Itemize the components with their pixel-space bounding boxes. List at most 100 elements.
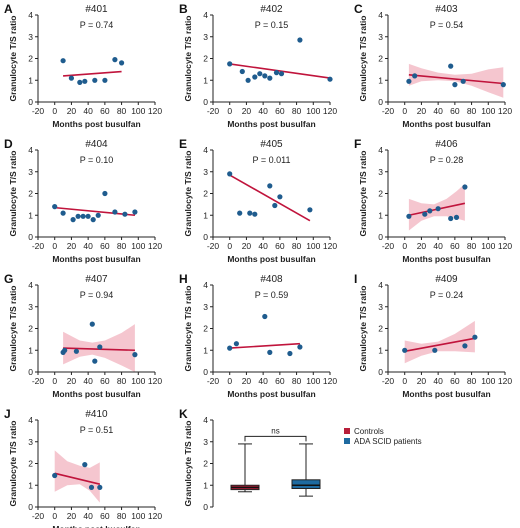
y-tick-label: 1 [378, 345, 383, 355]
p-value: P = 0.24 [430, 290, 464, 300]
data-point [462, 184, 468, 190]
data-point [62, 347, 68, 353]
data-point [267, 75, 273, 81]
data-point [245, 77, 251, 83]
data-point [68, 75, 74, 81]
y-tick-label: 4 [378, 145, 383, 155]
data-point [80, 213, 86, 219]
x-tick-label: 0 [402, 376, 407, 386]
p-value: P = 0.15 [255, 20, 289, 30]
x-tick-label: 80 [117, 106, 127, 116]
x-axis-title: Months post busulfan [402, 389, 490, 399]
x-tick-label: 80 [467, 376, 477, 386]
y-tick-label: 1 [203, 345, 208, 355]
x-tick-label: 120 [498, 106, 512, 116]
x-tick-label: 20 [417, 106, 427, 116]
x-tick-label: -20 [32, 376, 45, 386]
panel-title: #401 [85, 4, 108, 15]
x-tick-label: 20 [67, 241, 77, 251]
data-point [227, 61, 233, 67]
x-tick-label: 0 [227, 241, 232, 251]
data-point [257, 71, 263, 77]
y-tick-label: 4 [203, 145, 208, 155]
x-axis-title: Months post busulfan [52, 254, 140, 264]
x-tick-label: 60 [450, 376, 460, 386]
fit-line [229, 63, 331, 79]
data-point [237, 210, 243, 216]
significance-bracket [244, 435, 307, 442]
panel-letter: F [354, 137, 361, 151]
x-tick-label: 40 [258, 376, 268, 386]
x-tick-label: 100 [306, 241, 320, 251]
data-point [112, 209, 118, 215]
panel-letter: C [354, 2, 363, 16]
data-point [73, 348, 79, 354]
x-tick-label: 80 [117, 376, 127, 386]
data-point [97, 484, 103, 490]
x-tick-label: 60 [275, 241, 285, 251]
y-tick-label: 4 [28, 10, 33, 20]
y-tick-label: 1 [203, 75, 208, 85]
y-axis-title: Granulocyte T/S ratio [8, 286, 18, 372]
panel-letter: H [179, 272, 188, 286]
x-tick-label: 60 [450, 241, 460, 251]
y-tick-label: 2 [378, 189, 383, 199]
p-value: P = 0.59 [255, 290, 289, 300]
panel-letter: A [4, 2, 13, 16]
data-point [277, 194, 283, 200]
x-tick-label: 40 [83, 241, 93, 251]
x-tick-label: 100 [306, 106, 320, 116]
data-point [252, 74, 258, 80]
x-tick-label: 100 [131, 241, 145, 251]
x-tick-label: 40 [83, 106, 93, 116]
data-point [267, 349, 273, 355]
data-point [406, 213, 412, 219]
x-tick-label: -20 [207, 241, 220, 251]
y-tick-label: 3 [378, 302, 383, 312]
data-point [92, 77, 98, 83]
y-axis-title: Granulocyte T/S ratio [183, 16, 193, 102]
y-tick-label: 2 [203, 324, 208, 334]
x-tick-label: 0 [227, 376, 232, 386]
x-tick-label: 0 [52, 241, 57, 251]
data-point [90, 217, 96, 223]
y-tick-label: 2 [378, 324, 383, 334]
data-point [85, 213, 91, 219]
x-axis-title: Months post busulfan [402, 119, 490, 129]
x-tick-label: 120 [323, 376, 337, 386]
confidence-band [404, 320, 475, 364]
x-tick-label: 20 [67, 511, 77, 521]
x-tick-label: -20 [207, 106, 220, 116]
x-tick-label: 100 [481, 106, 495, 116]
data-point [297, 37, 303, 43]
fit-line [408, 74, 504, 85]
p-value: P = 0.10 [80, 155, 114, 165]
panel-letter: I [354, 272, 357, 286]
y-axis-title: Granulocyte T/S ratio [8, 421, 18, 507]
x-tick-label: 0 [52, 376, 57, 386]
x-tick-label: 60 [100, 511, 110, 521]
y-tick-label: 3 [378, 32, 383, 42]
data-point [273, 70, 280, 76]
confidence-band [54, 450, 100, 503]
x-tick-label: -20 [32, 106, 45, 116]
y-axis-title: Granulocyte T/S ratio [183, 421, 193, 507]
x-tick-label: 120 [323, 106, 337, 116]
y-tick-label: 0 [203, 367, 208, 377]
y-tick-label: 1 [378, 210, 383, 220]
x-tick-label: 80 [117, 241, 127, 251]
data-point [132, 209, 138, 215]
data-point [60, 58, 66, 64]
x-tick-label: 100 [306, 376, 320, 386]
y-tick-label: 2 [203, 189, 208, 199]
panel-k: K 0 1 2 3 4 Granulocyte T/S ratio ns ControlsADA… [179, 407, 422, 512]
data-point [112, 57, 118, 63]
p-value: P = 0.94 [80, 290, 114, 300]
x-tick-label: 40 [83, 376, 93, 386]
y-axis-title: Granulocyte T/S ratio [358, 286, 368, 372]
data-point [52, 204, 58, 210]
